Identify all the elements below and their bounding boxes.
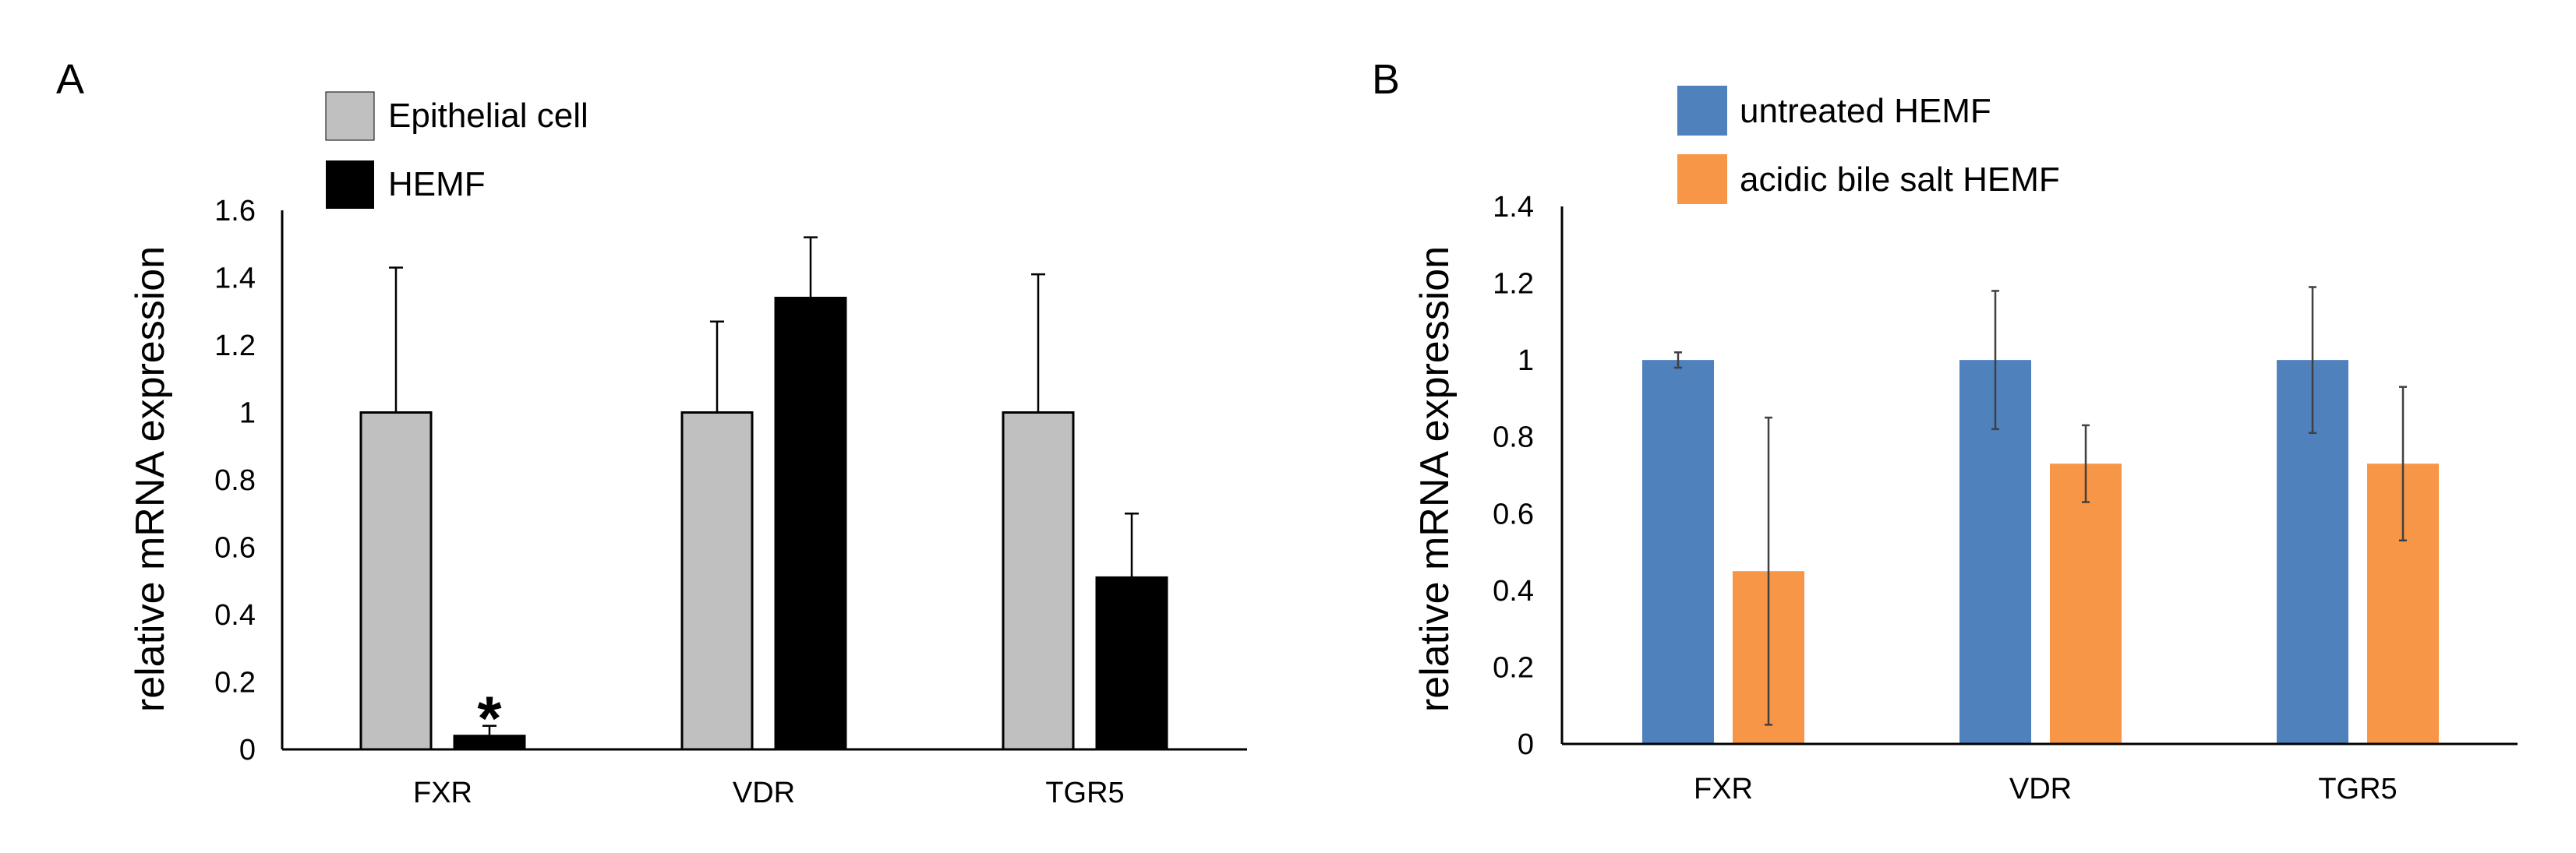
y-tick-a-4: 0.8 xyxy=(214,464,256,497)
panel-b: B untreated HEMF acidic bile salt HEMF r… xyxy=(1372,56,2518,805)
bars-b xyxy=(1642,360,2439,744)
y-axis-label-b: relative mRNA expression xyxy=(1412,246,1458,712)
bar-a-hemf-tgr5 xyxy=(1095,576,1168,751)
y-tick-a-5: 1 xyxy=(239,397,256,430)
bars-a xyxy=(359,296,1168,751)
category-label-b-vdr: VDR xyxy=(2009,773,2072,805)
bar-a-epithelial-cell-fxr xyxy=(359,411,433,751)
bar-b-acidic-bile-salt-hemf-vdr xyxy=(2050,464,2122,744)
y-tick-a-8: 1.6 xyxy=(214,195,256,227)
significance-asterisk: * xyxy=(477,684,502,753)
category-label-a-tgr5: TGR5 xyxy=(1045,777,1124,809)
y-tick-b-7: 1.4 xyxy=(1493,191,1534,224)
y-tick-b-2: 0.4 xyxy=(1493,575,1534,608)
y-tick-labels-b: 0 0.2 0.4 0.6 0.8 1 1.2 1.4 xyxy=(1493,191,1534,761)
legend-label-acidic-bile-salt-hemf: acidic bile salt HEMF xyxy=(1740,160,2060,199)
y-tick-a-7: 1.4 xyxy=(214,263,256,295)
y-tick-labels-a: 0 0.2 0.4 0.6 0.8 1 1.2 1.4 1.6 xyxy=(214,195,256,767)
y-tick-a-3: 0.6 xyxy=(214,532,256,565)
category-label-b-fxr: FXR xyxy=(1694,773,1753,805)
y-tick-b-5: 1 xyxy=(1518,344,1534,377)
panel-a-letter: A xyxy=(56,56,84,103)
y-tick-b-6: 1.2 xyxy=(1493,268,1534,301)
y-axis-label-a: relative mRNA expression xyxy=(128,246,173,712)
error-bars-a xyxy=(389,236,1139,736)
bar-a-epithelial-cell-tgr5 xyxy=(1002,411,1075,751)
y-tick-a-2: 0.4 xyxy=(214,599,256,632)
bar-a-hemf-vdr xyxy=(774,296,847,751)
y-tick-b-0: 0 xyxy=(1518,728,1534,761)
legend-label-epithelial-cell: Epithelial cell xyxy=(388,97,588,135)
category-label-b-tgr5: TGR5 xyxy=(2318,773,2397,805)
legend-label-untreated-hemf: untreated HEMF xyxy=(1740,92,1991,130)
legend-label-hemf: HEMF xyxy=(388,165,486,203)
bar-a-epithelial-cell-vdr xyxy=(680,411,754,751)
y-tick-b-1: 0.2 xyxy=(1493,651,1534,684)
y-tick-b-4: 0.8 xyxy=(1493,421,1534,454)
legend-swatch-acidic-bile-salt-hemf xyxy=(1677,154,1727,204)
y-tick-b-3: 0.6 xyxy=(1493,498,1534,530)
legend-swatch-hemf xyxy=(326,160,374,209)
legend-swatch-untreated-hemf xyxy=(1677,86,1727,136)
category-label-a-vdr: VDR xyxy=(733,777,795,809)
panel-a: A Epithelial cell HEMF relative mRNA exp… xyxy=(56,56,1247,809)
error-bars-b xyxy=(1674,286,2407,726)
y-tick-a-6: 1.2 xyxy=(214,330,256,362)
bar-b-untreated-hemf-fxr xyxy=(1642,360,1714,744)
y-tick-a-0: 0 xyxy=(239,734,256,767)
y-tick-a-1: 0.2 xyxy=(214,667,256,700)
panel-b-letter: B xyxy=(1372,56,1400,103)
category-label-a-fxr: FXR xyxy=(413,777,472,809)
legend-swatch-epithelial-cell xyxy=(325,91,375,141)
